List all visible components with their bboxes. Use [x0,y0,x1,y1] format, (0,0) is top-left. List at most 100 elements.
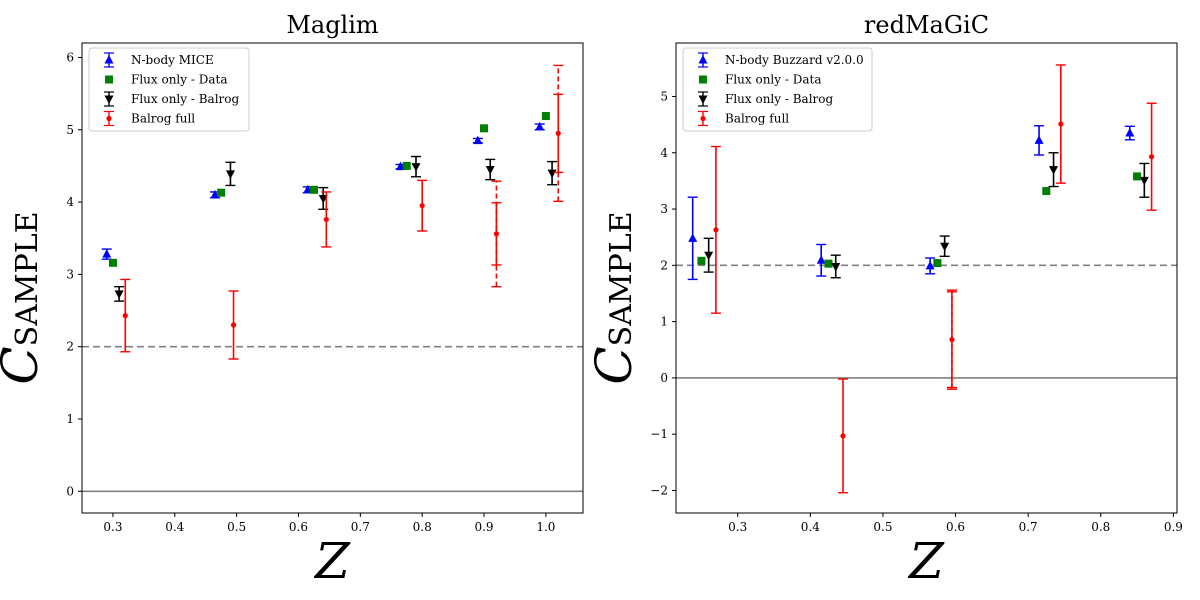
y-tick-label: 2 [66,340,74,354]
y-tick-label: 4 [66,195,74,209]
x-tick-label: 0.6 [946,520,965,534]
y-tick-label: −1 [650,427,668,441]
data-point [1042,187,1051,196]
x-tick-label: 0.3 [728,520,747,534]
legend-marker [698,95,708,104]
legend-marker [700,115,706,122]
x-tick-label: 0.8 [1091,520,1110,534]
x-tick-label: 0.8 [413,520,432,534]
data-point [1139,176,1149,186]
data-point [230,322,237,328]
series-balrog-full [710,64,1157,494]
legend-label: N-body Buzzard v2.0.0 [725,53,864,67]
data-point [114,290,124,299]
data-point [1133,172,1142,181]
y-tick-label: 4 [660,146,668,160]
y-tick-label: 0 [66,484,74,498]
data-point [102,249,112,258]
y-tick-label: 5 [660,89,668,103]
data-point [217,188,226,197]
data-point [1034,135,1044,144]
y-tick-label: 2 [660,258,668,272]
data-point [225,170,235,179]
series-flux-only-data [697,172,1142,268]
x-tick-label: 0.9 [474,520,493,534]
data-point [1148,154,1155,160]
data-point [411,163,421,172]
x-tick-label: 0.4 [801,520,820,534]
legend-label: Flux only - Data [725,73,821,87]
data-point [541,112,550,121]
legend-marker [104,95,114,104]
data-point [1125,128,1135,137]
series-flux-only-balrog [703,152,1150,279]
data-point [697,256,706,265]
data-point [485,166,495,175]
data-point [1049,166,1059,175]
legend: N-body Buzzard v2.0.0 Flux only - Data Flu… [682,47,873,132]
plot-frame [675,42,1178,514]
y-tick-label: 3 [66,267,74,281]
x-tick-label: 0.9 [1164,520,1183,534]
legend-label: Flux only - Data [131,73,227,87]
x-tick-label: 0.6 [289,520,308,534]
y-tick-label: 0 [660,371,668,385]
x-tick-label: 0.5 [227,520,246,534]
y-tick-label: 1 [660,315,668,329]
series-flux-only-balrog [114,155,558,302]
legend-marker [698,55,708,64]
chart-title: Maglim [286,11,379,39]
data-point [318,194,328,204]
legend-box [682,47,873,132]
x-tick-label: 0.3 [103,520,122,534]
series-flux-only-data [108,112,550,267]
y-axis-label: CSAMPLE [0,211,49,384]
y-tick-label: 3 [660,202,668,216]
data-point [547,169,557,179]
data-point [713,227,719,233]
data-point [323,216,329,223]
y-axis-label-sub: SAMPLE [10,211,45,346]
legend-label: N-body MICE [131,53,214,67]
legend-box [88,47,250,132]
legend-marker [105,75,113,84]
legend-label: Balrog full [725,112,789,126]
data-point [419,203,425,209]
data-point [949,337,955,343]
y-tick-label: 1 [66,412,74,426]
data-point [688,233,698,242]
y-axis-label-main: C [0,346,49,384]
y-axis-label-sub: SAMPLE [604,211,639,346]
x-tick-label: 0.4 [165,520,184,534]
data-point [480,124,489,133]
data-point [309,185,318,194]
data-point [816,255,826,264]
data-point [555,130,561,136]
plot-frame [81,42,584,514]
y-axis-label-main: C [585,346,643,384]
legend-label: Flux only - Balrog [725,92,834,106]
y-tick-label: −2 [650,483,668,497]
x-axis-label: Z [313,532,351,590]
y-tick-label: 5 [66,123,74,137]
legend-marker [699,75,707,84]
data-point [831,262,841,272]
legend-marker [104,55,114,64]
data-point [122,313,128,319]
y-tick-label: 6 [66,50,74,64]
legend-label: Balrog full [131,112,195,126]
data-point [840,433,846,439]
data-point [940,242,950,252]
data-point [535,121,545,131]
x-tick-label: 0.5 [873,520,892,534]
data-point [824,259,833,268]
legend: N-body MICE Flux only - Data Flux only - B… [88,47,250,132]
x-axis-label: Z [907,532,945,590]
data-point [933,259,942,268]
x-tick-label: 1.0 [536,520,555,534]
legend-marker [106,115,112,122]
x-tick-label: 0.7 [351,520,370,534]
series-balrog-full [120,64,564,360]
data-point [1058,121,1064,127]
